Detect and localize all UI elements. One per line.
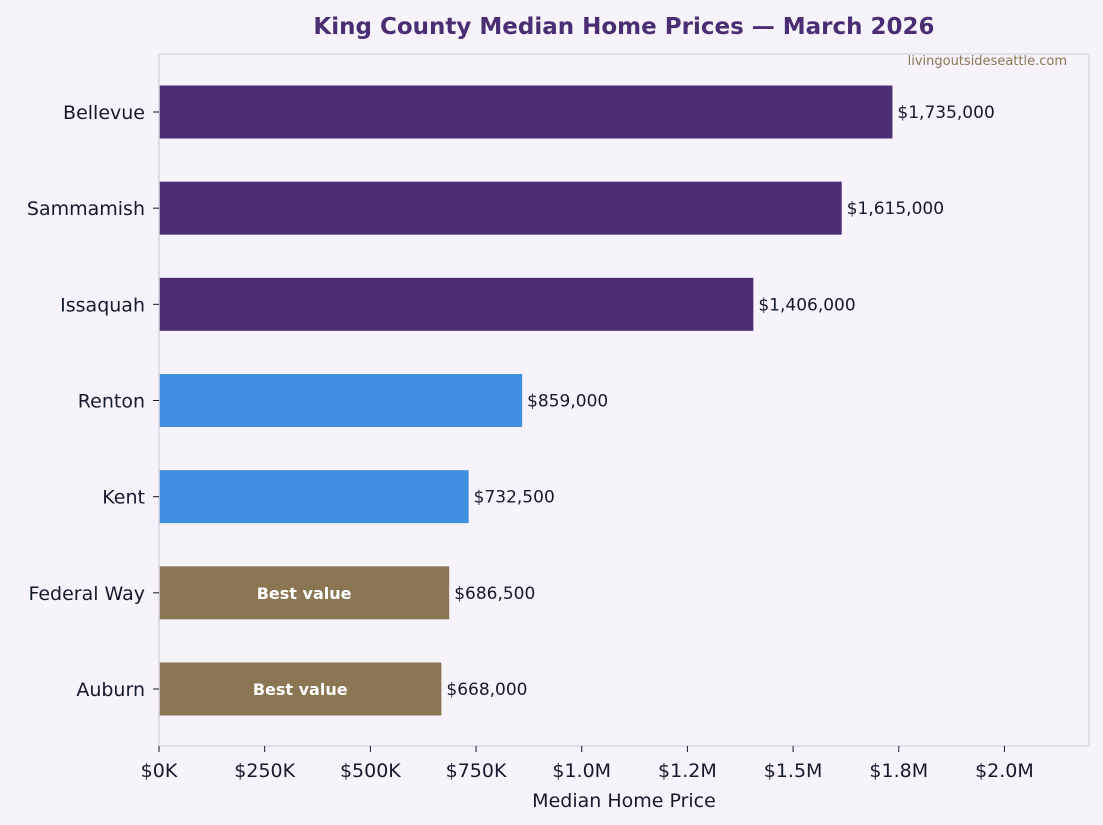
watermark: livingoutsideseattle.com xyxy=(908,54,1067,69)
bar-sammamish xyxy=(159,181,842,235)
category-label: Auburn xyxy=(76,679,145,701)
x-axis: $0K $250K $500K $750K $1.0M $1.2M $1.5M $1.8M $2… xyxy=(141,745,1089,782)
bar-bellevue xyxy=(159,85,893,139)
x-tick-label: $1.0M xyxy=(552,760,611,782)
in-bar-label: Best value xyxy=(253,680,348,699)
x-tick-label: $2.0M xyxy=(975,760,1034,782)
y-axis: Bellevue Sammamish Issaquah Renton Kent Feder… xyxy=(27,54,160,746)
chart-title: King County Median Home Prices — March 2… xyxy=(313,14,934,40)
x-tick-label: $750K xyxy=(446,760,507,782)
bar-federal-way xyxy=(159,566,450,620)
bar-kent xyxy=(159,470,469,524)
x-tick-label: $0K xyxy=(141,760,178,782)
category-label: Sammamish xyxy=(27,198,145,220)
bar-renton xyxy=(159,374,523,427)
value-label: $732,500 xyxy=(474,488,555,508)
x-tick-label: $500K xyxy=(340,760,401,782)
x-axis-title: Median Home Price xyxy=(532,790,716,812)
bars-group: $1,735,000 $1,615,000 $1,406,000 $859,000 $7… xyxy=(159,85,995,716)
category-label: Bellevue xyxy=(63,102,145,124)
value-label: $686,500 xyxy=(454,584,535,604)
x-tick-label: $250K xyxy=(234,760,295,782)
category-label: Issaquah xyxy=(60,294,145,316)
category-label: Renton xyxy=(78,391,145,413)
value-label: $1,615,000 xyxy=(847,199,944,219)
value-label: $668,000 xyxy=(446,680,527,700)
value-label: $859,000 xyxy=(527,392,608,412)
category-label: Kent xyxy=(102,487,145,509)
bar-issaquah xyxy=(159,277,754,331)
in-bar-label: Best value xyxy=(257,584,352,603)
value-label: $1,735,000 xyxy=(897,103,994,123)
bar-auburn xyxy=(159,662,442,716)
value-label: $1,406,000 xyxy=(758,295,855,315)
x-tick-label: $1.5M xyxy=(764,760,823,782)
category-label: Federal Way xyxy=(28,583,145,605)
x-tick-label: $1.8M xyxy=(869,760,928,782)
x-tick-label: $1.2M xyxy=(658,760,717,782)
